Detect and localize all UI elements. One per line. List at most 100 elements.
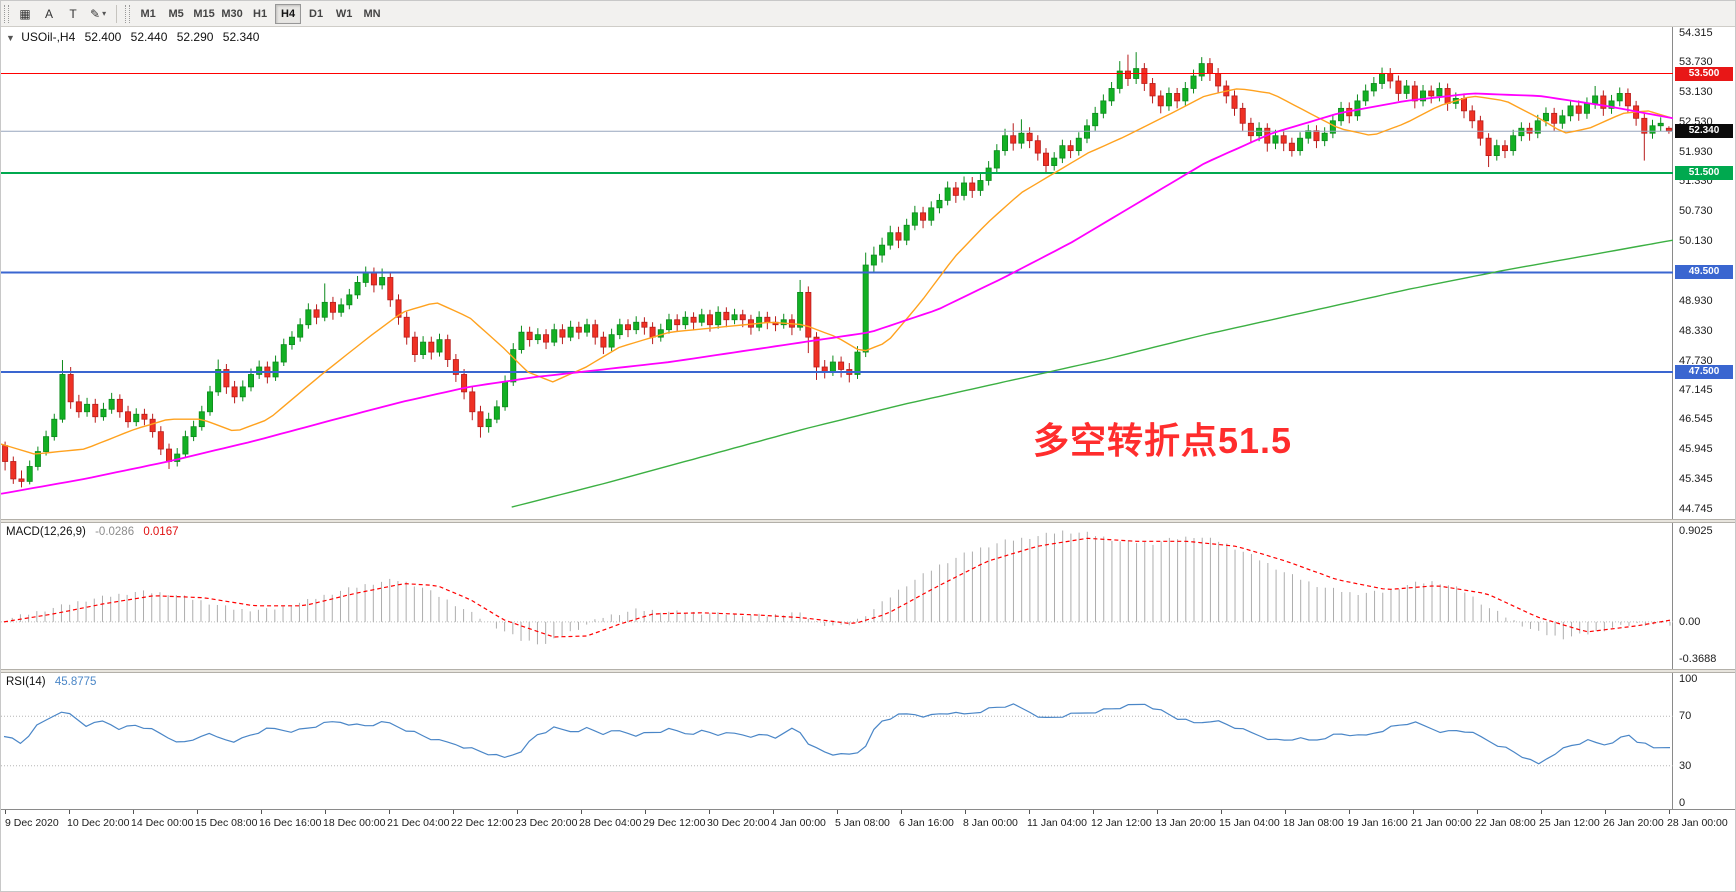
toolbar-grip[interactable]	[4, 4, 9, 23]
time-axis-label: 11 Jan 04:00	[1027, 817, 1087, 829]
time-axis-tick	[1221, 810, 1222, 814]
timeframe-button-group: M1 M5 M15 M30 H1 H4 D1 W1 MN	[134, 3, 386, 24]
price-axis-label: 46.545	[1679, 413, 1713, 426]
price-axis-label: 48.330	[1679, 324, 1713, 337]
time-axis-tick	[69, 810, 70, 814]
dropdown-caret-icon: ▾	[102, 9, 107, 18]
macd-axis-label: 0.00	[1679, 615, 1701, 628]
macd-plot-area[interactable]	[1, 523, 1673, 669]
panel-splitter[interactable]	[1, 519, 1735, 523]
time-axis-label: 6 Jan 16:00	[899, 817, 954, 829]
macd-axis-label: -0.3688	[1679, 653, 1717, 665]
rsi-title: RSI(14)	[6, 676, 46, 688]
low-value: 52.290	[176, 30, 214, 44]
time-axis-tick	[1157, 810, 1158, 814]
time-axis-tick	[1541, 810, 1542, 814]
price-badge: 51.500	[1675, 166, 1733, 180]
main-chart-panel: ▼ USOil-,H4 52.400 52.440 52.290 52.340 …	[1, 27, 1735, 519]
timeframe-button-H4[interactable]: H4	[275, 3, 302, 24]
price-axis-label: 53.130	[1679, 85, 1713, 98]
candles-layer	[2, 52, 1672, 488]
rsi-axis-label: 70	[1679, 710, 1692, 723]
time-axis[interactable]: 9 Dec 2020 10 Dec 20:00 14 Dec 00:00 15 Dec…	[1, 809, 1735, 835]
timeframe-button-D1[interactable]: D1	[309, 7, 324, 20]
rsi-panel: RSI(14) 45.8775 100 70 30 0	[1, 673, 1735, 809]
time-axis-tick	[965, 810, 966, 814]
time-axis-tick	[1413, 810, 1414, 814]
ohlc-readout: 52.400 52.440 52.290 52.340	[79, 30, 260, 44]
timeframe-button-M5[interactable]: M5	[168, 7, 184, 20]
time-axis-label: 18 Dec 00:00	[323, 817, 386, 829]
symbol-timeframe-label: USOil-,H4	[21, 30, 76, 44]
time-axis-tick	[645, 810, 646, 814]
macd-plot[interactable]	[1, 523, 1673, 669]
timeframe-button-H1[interactable]: H1	[253, 7, 268, 20]
time-axis-label: 14 Dec 00:00	[131, 817, 194, 829]
time-axis-label: 18 Jan 08:00	[1283, 817, 1344, 829]
chart-header: ▼ USOil-,H4 52.400 52.440 52.290 52.340	[6, 30, 259, 44]
price-axis-label: 47.730	[1679, 354, 1713, 367]
timeframe-button-M30[interactable]: M30	[221, 7, 243, 20]
timeframe-toolbar-grip[interactable]	[125, 4, 131, 23]
price-axis-label: 50.730	[1679, 205, 1713, 218]
toolbar: ▦ A T ✎ ▾ M1 M5 M15 M30 H1 H4 D1 W1 MN	[1, 1, 1735, 27]
open-value: 52.400	[84, 30, 122, 44]
price-badge: 49.500	[1675, 265, 1733, 280]
timeframe-button-M15[interactable]: M15	[193, 7, 215, 20]
timeframe-button-MN[interactable]: MN	[363, 7, 381, 20]
time-axis-tick	[1669, 810, 1670, 814]
rsi-axis[interactable]: 100 70 30 0	[1674, 673, 1735, 809]
rsi-plot-area[interactable]	[1, 673, 1673, 809]
time-axis-label: 28 Jan 00:00	[1667, 817, 1728, 829]
price-axis-label: 54.315	[1679, 27, 1713, 39]
time-axis-tick	[325, 810, 326, 814]
time-axis-tick	[1477, 810, 1478, 814]
price-axis-label: 44.745	[1679, 503, 1713, 515]
macd-signal-line	[3, 537, 1671, 638]
time-axis-label: 16 Dec 16:00	[259, 817, 322, 829]
timeframe-button-M1[interactable]: M1	[140, 7, 156, 20]
collapse-triangle-icon[interactable]: ▼	[6, 33, 15, 43]
time-axis-tick	[837, 810, 838, 814]
price-badge: 52.340	[1675, 124, 1733, 139]
timeframe-button-W1[interactable]: W1	[335, 7, 353, 20]
candlestick-plot[interactable]	[1, 27, 1673, 519]
text-label-button[interactable]: T	[69, 6, 77, 21]
rsi-plot[interactable]	[1, 673, 1673, 809]
main-plot-area[interactable]	[1, 27, 1673, 519]
rsi-header: RSI(14) 45.8775	[6, 676, 96, 688]
time-axis-label: 22 Jan 08:00	[1475, 817, 1536, 829]
time-axis-tick	[517, 810, 518, 814]
time-axis-label: 22 Dec 12:00	[451, 817, 514, 829]
price-axis-label: 53.730	[1679, 56, 1713, 69]
macd-panel: MACD(12,26,9) -0.0286 0.0167 0.9025 0.00 -…	[1, 523, 1735, 669]
price-axis[interactable]: 54.315 53.730 53.130 52.530 51.930 51.330 50.7…	[1674, 27, 1735, 519]
price-axis-label: 45.945	[1679, 443, 1713, 456]
line-styles-button[interactable]: ✎ ▾	[90, 6, 107, 21]
time-axis-tick	[1349, 810, 1350, 814]
time-axis-tick	[197, 810, 198, 814]
text-tool-button[interactable]: A	[44, 6, 53, 21]
time-axis-label: 29 Dec 12:00	[643, 817, 706, 829]
time-axis-tick	[581, 810, 582, 814]
macd-axis-label: 0.9025	[1679, 525, 1713, 537]
macd-axis[interactable]: 0.9025 0.00 -0.3688	[1674, 523, 1735, 669]
time-axis-label: 25 Jan 12:00	[1539, 817, 1600, 829]
time-axis-tick	[261, 810, 262, 814]
time-axis-label: 19 Jan 16:00	[1347, 817, 1408, 829]
moving-averages-layer	[1, 88, 1673, 508]
rsi-axis-label: 30	[1679, 759, 1692, 772]
rsi-value: 45.8775	[54, 676, 97, 688]
toolbar-divider	[116, 4, 118, 23]
price-axis-label: 47.145	[1679, 383, 1713, 396]
time-axis-label: 23 Dec 20:00	[515, 817, 578, 829]
time-axis-label: 12 Jan 12:00	[1091, 817, 1152, 829]
chart-grid-button[interactable]: ▦	[19, 6, 31, 21]
chart-annotation-text: 多空转折点51.5	[1033, 420, 1293, 461]
time-axis-tick	[5, 810, 6, 814]
price-axis-label: 48.930	[1679, 294, 1713, 307]
panel-splitter[interactable]	[1, 669, 1735, 673]
time-axis-label: 8 Jan 00:00	[963, 817, 1018, 829]
time-axis-tick	[773, 810, 774, 814]
